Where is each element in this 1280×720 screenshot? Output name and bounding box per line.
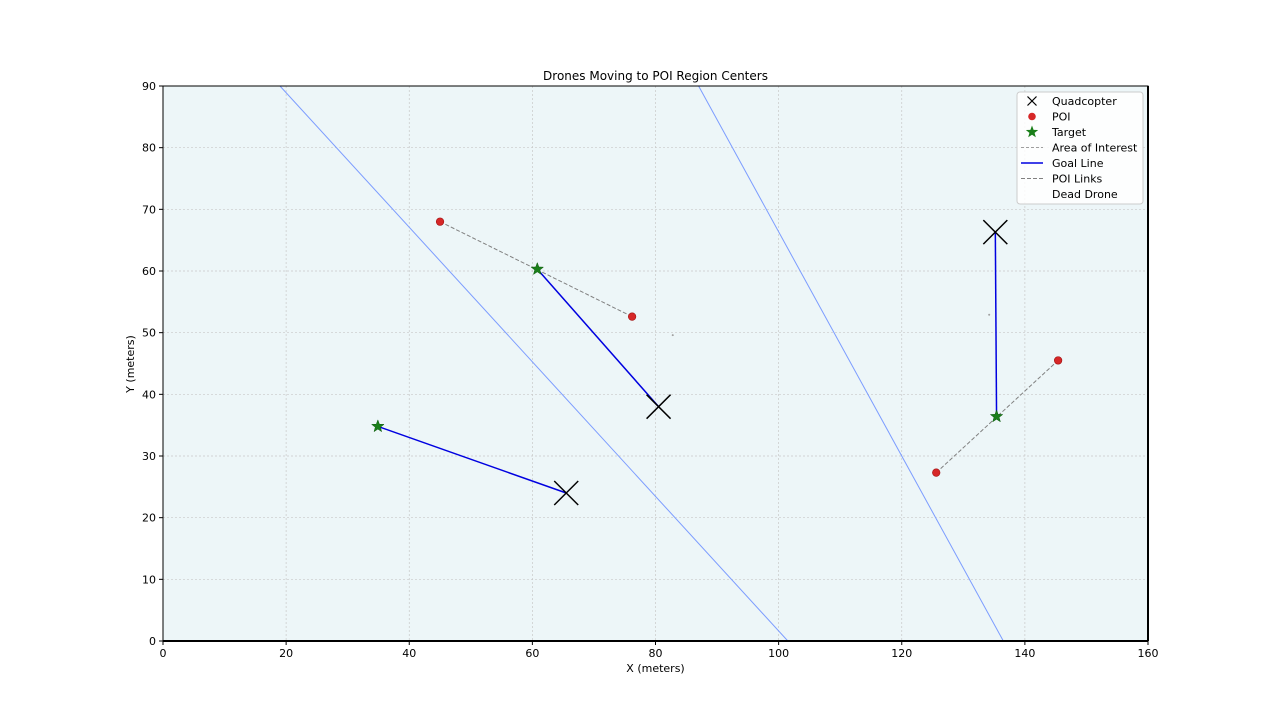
x-tick-label: 20	[279, 647, 293, 660]
x-tick-label: 0	[160, 647, 167, 660]
y-tick-label: 30	[142, 450, 156, 463]
quadcopters	[553, 219, 1008, 506]
y-axis-label: Y (meters)	[124, 335, 137, 394]
x-tick-label: 40	[402, 647, 416, 660]
y-tick-label: 50	[142, 327, 156, 340]
y-tick-label: 20	[142, 512, 156, 525]
legend-item: Area of Interest	[1021, 142, 1138, 155]
goal-line	[536, 268, 660, 408]
target-marker	[530, 261, 545, 275]
x-tick-label: 60	[525, 647, 539, 660]
goal-line	[377, 425, 567, 494]
poi-link-line	[935, 360, 1059, 474]
targets	[370, 261, 1004, 433]
y-ticks: 0 10 20 30 40 50 60 70 80 90	[142, 80, 163, 648]
small-dot	[988, 313, 991, 316]
x-ticks: 0 20 40 60 80 100 120 140 160	[160, 641, 1159, 660]
legend-poi-symbol	[1028, 112, 1036, 121]
legend-items: Quadcopter POI Target Area of Interest Goal …	[1021, 95, 1138, 201]
x-tick-label: 100	[768, 647, 789, 660]
quadcopter-stroke	[646, 394, 672, 420]
pois	[435, 217, 1063, 477]
poi-marker	[1054, 356, 1063, 365]
x-tick-label: 140	[1014, 647, 1035, 660]
legend-box	[1016, 91, 1144, 205]
y-tick-label: 40	[142, 388, 156, 401]
y-tick-label: 70	[142, 203, 156, 216]
legend-label: POI Links	[1052, 173, 1103, 186]
legend-item: POI Links	[1021, 173, 1103, 186]
legend-label: Quadcopter	[1052, 95, 1117, 108]
area-boundary-line	[279, 85, 789, 642]
legend: Quadcopter POI Target Area of Interest Goal …	[1016, 91, 1144, 205]
poi-marker	[435, 217, 445, 226]
y-tick-label: 60	[142, 265, 156, 278]
poi-links	[439, 221, 1059, 474]
quadcopter-marker	[553, 480, 579, 506]
legend-item: Target	[1025, 125, 1087, 139]
x-tick-label: 80	[649, 647, 663, 660]
quadcopter-stroke	[982, 219, 1008, 245]
quadcopter-marker	[646, 394, 672, 420]
x-axis-label: X (meters)	[626, 662, 684, 675]
legend-item: POI	[1028, 111, 1071, 124]
area-boundaries	[279, 85, 1004, 642]
legend-target-symbol	[1025, 125, 1039, 138]
quadcopter-marker	[982, 219, 1008, 245]
legend-item: Goal Line	[1021, 157, 1104, 170]
y-tick-label: 80	[142, 142, 156, 155]
target-marker	[989, 409, 1004, 423]
y-tick-label: 90	[142, 80, 156, 93]
legend-quadcopter-symbol	[1027, 96, 1037, 106]
legend-label: Dead Drone	[1052, 188, 1118, 201]
x-tick-label: 160	[1138, 647, 1159, 660]
legend-label: POI	[1052, 111, 1071, 124]
legend-item: Dead Drone	[1052, 188, 1118, 201]
y-tick-label: 0	[149, 635, 156, 648]
target-marker	[370, 419, 385, 433]
area-boundary-line	[698, 85, 1004, 642]
legend-item: Quadcopter	[1027, 95, 1117, 108]
small-dots	[671, 313, 991, 337]
small-dot	[671, 334, 674, 337]
goal-lines	[377, 232, 998, 494]
x-tick-label: 120	[891, 647, 912, 660]
legend-label: Goal Line	[1052, 157, 1104, 170]
legend-label: Target	[1051, 126, 1087, 139]
poi-marker	[628, 312, 637, 321]
legend-label: Area of Interest	[1052, 142, 1138, 155]
goal-line	[994, 232, 998, 417]
poi-marker	[932, 468, 941, 477]
quadcopter-stroke	[553, 480, 579, 506]
chart-title: Drones Moving to POI Region Centers	[543, 69, 768, 83]
y-tick-label: 10	[142, 573, 156, 586]
